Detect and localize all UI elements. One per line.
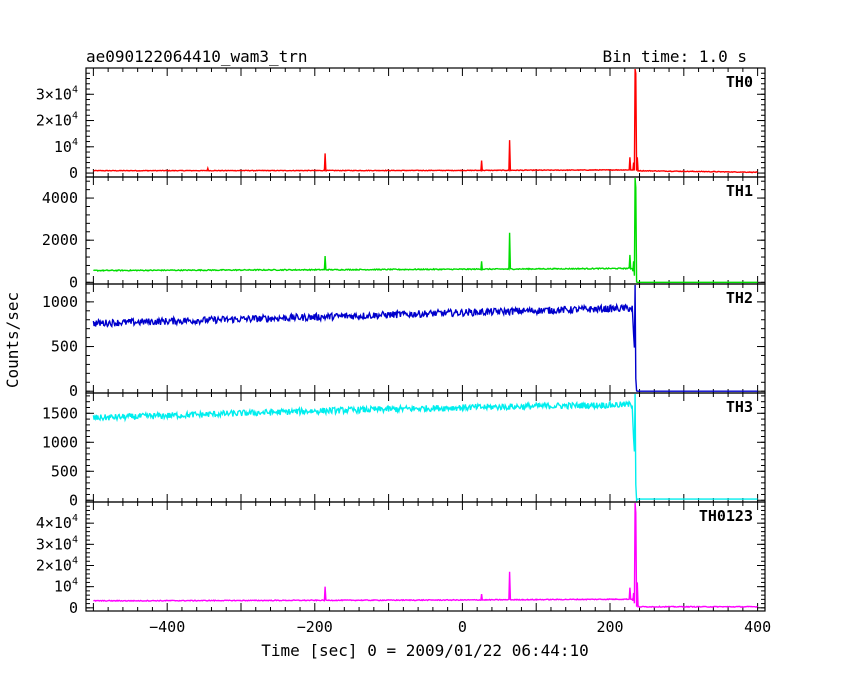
y-tick-label: 2×104: [36, 555, 78, 574]
y-tick-label: 0: [69, 273, 78, 291]
x-tick-label: 200: [596, 618, 623, 636]
panel-frame: [85, 67, 766, 178]
x-tick-label: −400: [149, 618, 185, 636]
panel-label: TH3: [726, 398, 753, 416]
series-line-th0123: [93, 502, 758, 609]
series-line-th1: [93, 177, 758, 283]
y-tick-label: 4000: [42, 189, 78, 207]
panel-th0: 0 104 2×104 3×104 TH0: [36, 67, 766, 182]
y-tick-label: 0: [69, 491, 78, 509]
y-tick-label: 0: [69, 599, 78, 617]
y-tick-label: 104: [54, 577, 78, 596]
series-line-th2: [92, 284, 758, 392]
panel-label: TH0: [726, 73, 753, 91]
series-line-th3: [92, 393, 758, 503]
y-tick-label: 1500: [42, 404, 78, 422]
panel-frame: [85, 283, 766, 394]
x-tick-label: 400: [744, 618, 771, 636]
x-axis: −400 −200 0 200 400: [149, 618, 771, 636]
y-tick-label: 1000: [42, 433, 78, 451]
bin-time-label: Bin time: 1.0 s: [603, 47, 748, 66]
y-tick-label: 3×104: [36, 534, 78, 553]
panel-th2: 0 500 1000 TH2: [42, 283, 766, 400]
series-line-th0: [93, 68, 758, 174]
panel-th1: 0 2000 4000 TH1: [42, 176, 766, 291]
y-tick-label: 500: [51, 462, 78, 480]
y-tick-label: 2000: [42, 231, 78, 249]
y-tick-label: 104: [54, 137, 78, 156]
x-tick-label: −200: [297, 618, 333, 636]
panel-label: TH0123: [699, 507, 753, 525]
panel-th0123: 0 104 2×104 3×104 4×104 TH0123: [36, 501, 766, 617]
panel-label: TH2: [726, 289, 753, 307]
y-tick-label: 1000: [42, 293, 78, 311]
y-tick-label: 500: [51, 338, 78, 356]
x-tick-label: 0: [458, 618, 467, 636]
panel-label: TH1: [726, 182, 753, 200]
y-axis-label: Counts/sec: [3, 292, 22, 388]
y-tick-label: 3×104: [36, 84, 78, 103]
y-tick-label: 2×104: [36, 111, 78, 130]
x-axis-label: Time [sec] 0 = 2009/01/22 06:44:10: [261, 641, 589, 660]
y-tick-label: 4×104: [36, 513, 78, 532]
y-tick-label: 0: [69, 164, 78, 182]
panel-frame: [85, 176, 766, 285]
panel-th3: 0 500 1000 1500 TH3: [42, 392, 766, 509]
chart-title: ae090122064410_wam3_trn: [86, 47, 308, 66]
panel-frame: [85, 501, 766, 612]
y-tick-label: 0: [69, 382, 78, 400]
